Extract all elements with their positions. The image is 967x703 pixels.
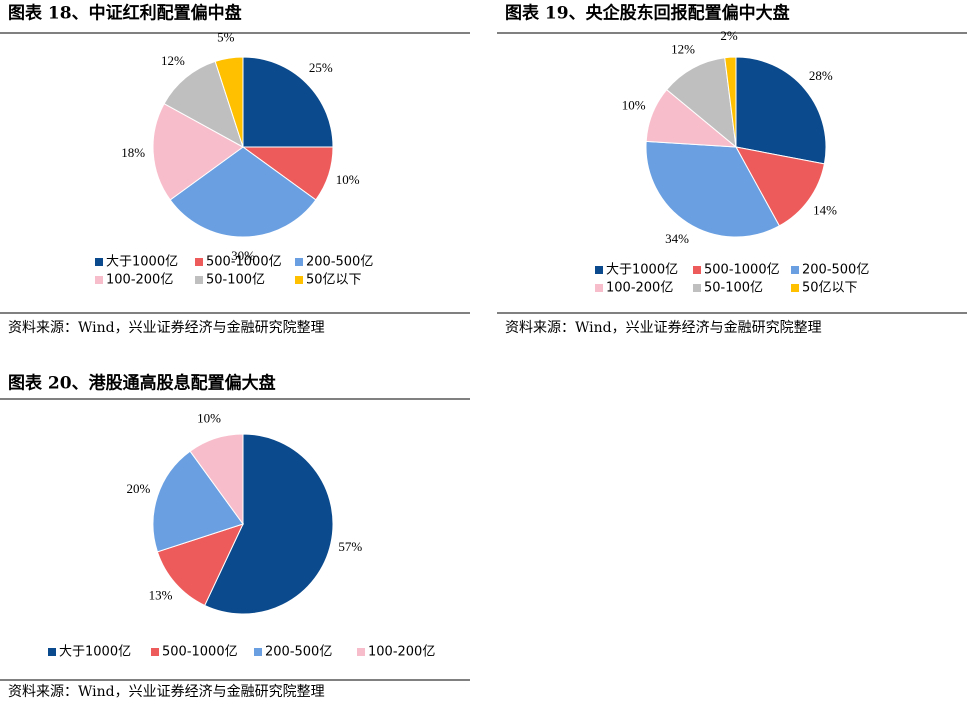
- legend-label: 50亿以下: [802, 281, 858, 296]
- legend-label: 200-500亿: [306, 255, 373, 270]
- value-label: 14%: [813, 203, 837, 218]
- legend-swatch: [693, 266, 701, 274]
- source-note: 资料来源：Wind，兴业证券经济与金融研究院整理: [505, 320, 822, 336]
- legend-label: 100-200亿: [106, 273, 173, 288]
- legend-swatch: [595, 284, 603, 292]
- value-label: 34%: [665, 231, 689, 246]
- source-note: 资料来源：Wind，兴业证券经济与金融研究院整理: [8, 320, 325, 336]
- legend-swatch: [791, 284, 799, 292]
- legend-swatch: [195, 258, 203, 266]
- legend-label: 500-1000亿: [206, 255, 282, 270]
- pie-slice: [735, 56, 827, 165]
- legend-swatch: [693, 284, 701, 292]
- legend-label: 200-500亿: [802, 263, 869, 278]
- legend-swatch: [254, 648, 262, 656]
- value-label: 30%: [231, 248, 255, 263]
- pie-slice: [204, 433, 334, 615]
- legend-swatch: [595, 266, 603, 274]
- value-label: 10%: [197, 410, 221, 425]
- pie-slice: [242, 56, 334, 148]
- value-label: 25%: [309, 60, 333, 75]
- legend-label: 500-1000亿: [704, 263, 780, 278]
- value-label: 12%: [671, 42, 695, 57]
- pie-slice: [645, 140, 781, 238]
- legend-swatch: [95, 258, 103, 266]
- pie-slice: [214, 56, 244, 148]
- legend-label: 大于1000亿: [59, 645, 131, 660]
- value-label: 20%: [126, 481, 150, 496]
- value-label: 10%: [336, 172, 360, 187]
- pie-slice: [735, 146, 825, 227]
- legend-swatch: [151, 648, 159, 656]
- pie-slice: [152, 450, 244, 553]
- value-label: 13%: [149, 588, 173, 603]
- pie-slice: [152, 102, 244, 201]
- value-label: 10%: [622, 97, 646, 112]
- pie-slice: [189, 433, 244, 526]
- legend-swatch: [95, 276, 103, 284]
- legend-swatch: [195, 276, 203, 284]
- value-label: 5%: [217, 29, 235, 44]
- pie-slice: [724, 56, 737, 148]
- legend-label: 500-1000亿: [162, 645, 238, 660]
- legend-label: 200-500亿: [265, 645, 332, 660]
- value-label: 28%: [809, 68, 833, 83]
- legend-label: 大于1000亿: [606, 263, 678, 278]
- legend-label: 50亿以下: [306, 273, 362, 288]
- source-note: 资料来源：Wind，兴业证券经济与金融研究院整理: [8, 684, 325, 700]
- pie-slice: [169, 146, 317, 238]
- legend-swatch: [48, 648, 56, 656]
- pie-slice: [665, 57, 737, 149]
- legend-label: 大于1000亿: [106, 255, 178, 270]
- legend-swatch: [295, 276, 303, 284]
- value-label: 57%: [338, 539, 362, 554]
- legend-swatch: [295, 258, 303, 266]
- legend-label: 100-200亿: [368, 645, 435, 660]
- chart-title: 图表 20、港股通高股息配置偏大盘: [8, 373, 276, 394]
- chart-title: 图表 19、央企股东回报配置偏中大盘: [505, 3, 790, 24]
- value-label: 12%: [161, 53, 185, 68]
- legend-swatch: [791, 266, 799, 274]
- value-label: 2%: [720, 28, 738, 43]
- value-label: 18%: [121, 145, 145, 160]
- legend-label: 50-100亿: [704, 281, 763, 296]
- legend-label: 50-100亿: [206, 273, 265, 288]
- chart-title: 图表 18、中证红利配置偏中盘: [8, 3, 242, 24]
- legend-label: 100-200亿: [606, 281, 673, 296]
- pie-slice: [163, 60, 244, 149]
- pie-slice: [156, 523, 244, 607]
- legend-swatch: [357, 648, 365, 656]
